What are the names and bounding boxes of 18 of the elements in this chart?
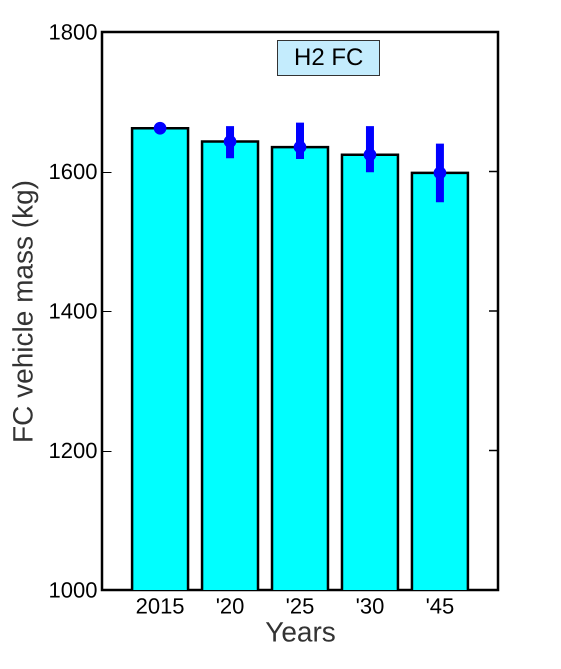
y-tick-label: 1200 bbox=[48, 438, 98, 463]
annotation: H2 FC bbox=[277, 40, 380, 76]
x-tick-label: '30 bbox=[356, 594, 384, 618]
y-tick-label: 1400 bbox=[48, 298, 98, 324]
point bbox=[154, 122, 166, 135]
x-tick-label: '45 bbox=[426, 594, 454, 618]
x-axis-title: Years bbox=[265, 616, 336, 648]
x-tick-label: '25 bbox=[286, 594, 314, 618]
y-tick-label: 1000 bbox=[48, 578, 98, 602]
point bbox=[294, 140, 306, 154]
point bbox=[224, 135, 236, 148]
y-axis-title: FC vehicle mass (kg) bbox=[8, 180, 39, 443]
y-tick-label: 1800 bbox=[48, 20, 98, 44]
x-tick-label: 2015 bbox=[136, 594, 185, 618]
x-tick-label: '20 bbox=[216, 594, 244, 618]
point bbox=[434, 166, 446, 180]
point bbox=[364, 148, 376, 162]
y-tick-label: 1600 bbox=[48, 159, 98, 184]
